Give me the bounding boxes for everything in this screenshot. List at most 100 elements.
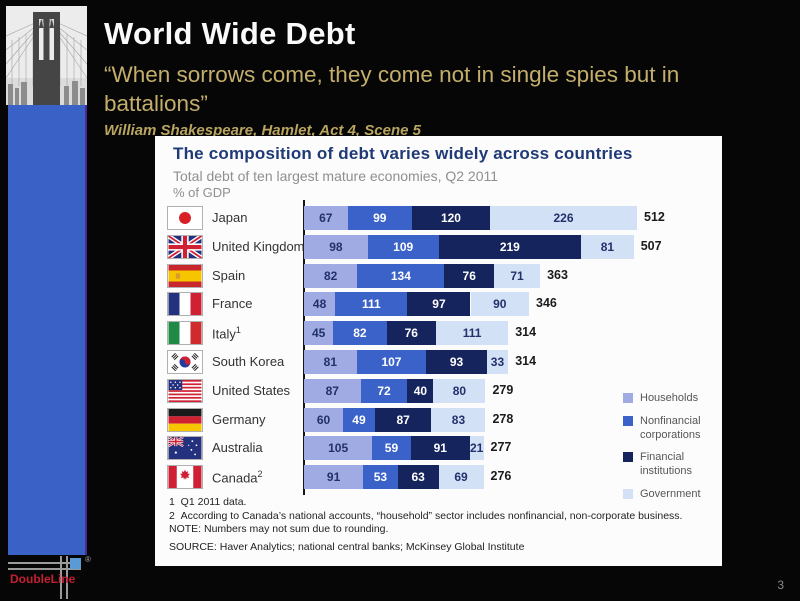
legend-item-financial: Financial institutions — [623, 451, 719, 479]
quote-attribution: William Shakespeare, Hamlet, Act 4, Scen… — [104, 121, 421, 139]
legend-swatch — [623, 488, 633, 499]
chart-row: United States 87 72 40 80 279 — [155, 378, 722, 403]
bar-segment-nonfinancial: 53 — [363, 465, 398, 490]
bar-segment-households: 82 — [304, 263, 358, 288]
total-label: 277 — [490, 440, 512, 455]
chart-unit-label: % of GDP — [173, 185, 231, 200]
bar-segment-financial: 91 — [410, 436, 470, 461]
flag-spain-icon — [167, 263, 203, 288]
country-label: United Kingdom — [212, 238, 305, 254]
total-label: 346 — [536, 296, 557, 311]
bar-segment-nonfinancial: 59 — [372, 436, 411, 461]
country-label: Japan — [212, 210, 248, 225]
chart-panel: The composition of debt varies widely ac… — [155, 136, 722, 566]
bar-segment-government: 69 — [438, 465, 484, 490]
total-label: 314 — [515, 325, 537, 340]
bar-segment-households: 105 — [304, 436, 373, 461]
legend-item-households: Households — [623, 392, 719, 406]
flag-canada-icon — [167, 465, 203, 490]
legend-swatch — [623, 452, 633, 463]
total-label: 314 — [515, 354, 537, 368]
total-label: 276 — [490, 469, 512, 484]
bar-segment-financial: 63 — [397, 465, 439, 490]
bar-segment-nonfinancial: 107 — [356, 350, 427, 374]
chart-row: France 48 111 97 90 346 — [155, 292, 722, 317]
bar-segment-households: 98 — [304, 234, 368, 259]
flag-italy-icon — [167, 321, 203, 346]
chart-row: Canada2 91 53 63 69 276 — [155, 465, 722, 490]
country-label: Australia — [212, 440, 263, 456]
bar-segment-nonfinancial: 134 — [357, 263, 445, 288]
total-label: 278 — [492, 411, 514, 426]
total-label: 279 — [492, 382, 514, 397]
page-number: 3 — [777, 578, 784, 592]
country-label: Germany — [212, 411, 266, 427]
bar-segment-households: 45 — [304, 321, 334, 346]
bar-segment-financial: 97 — [407, 292, 471, 317]
chart-row: Italy1 45 82 76 111 314 — [155, 321, 722, 346]
footnote-line: SOURCE: Haver Analytics; national centra… — [169, 540, 525, 553]
bar-segment-households: 48 — [304, 292, 336, 317]
chart-row: Japan 67 99 120 226 512 — [155, 206, 722, 230]
country-label: Canada2 — [212, 469, 263, 486]
chart-axis-line — [303, 200, 305, 495]
country-label: South Korea — [212, 354, 285, 369]
chart-subtitle: Total debt of ten largest mature economi… — [173, 168, 499, 184]
bar-segment-nonfinancial: 49 — [343, 407, 375, 432]
brooklyn-bridge-photo — [6, 6, 87, 105]
bar-segment-financial: 219 — [438, 234, 582, 259]
total-label: 512 — [644, 210, 665, 224]
country-label: Spain — [212, 267, 246, 283]
footnote-line: 2 According to Canada’s national account… — [169, 509, 683, 522]
legend-label: Government — [640, 487, 701, 500]
flag-united-kingdom-icon — [167, 234, 203, 259]
chart-rows: Japan 67 99 120 226 512 United Kingdom 98 109 219… — [155, 136, 722, 566]
bar-segment-financial: 93 — [426, 350, 487, 374]
country-label: United States — [212, 382, 291, 398]
country-label: Italy1 — [212, 325, 241, 342]
country-label: France — [212, 296, 253, 312]
chart-title: The composition of debt varies widely ac… — [173, 144, 633, 163]
flag-germany-icon — [167, 407, 203, 432]
bar-segment-financial: 87 — [374, 407, 432, 432]
legend-label: Households — [640, 392, 699, 404]
bar-segment-financial: 76 — [386, 321, 437, 346]
bar-segment-government: 80 — [433, 378, 486, 403]
bar-segment-government: 21 — [469, 436, 484, 461]
bar-segment-government: 71 — [493, 263, 541, 288]
footnote-line: 1 Q1 2011 data. — [169, 496, 247, 508]
bar-segment-financial: 120 — [411, 206, 490, 230]
bar-segment-government: 226 — [490, 206, 637, 230]
bar-segment-government: 90 — [470, 292, 530, 317]
bar-segment-government: 81 — [581, 234, 634, 259]
legend-label: Financial institutions — [640, 451, 692, 477]
flag-south-korea-icon — [167, 350, 203, 374]
bar-segment-nonfinancial: 109 — [367, 234, 439, 259]
logo-vertical-lines-icon — [60, 556, 68, 599]
chart-legend: Households Nonfinancial corporations Finan… — [623, 392, 719, 502]
flag-australia-icon — [167, 436, 203, 461]
bar-segment-government: 33 — [486, 350, 509, 374]
logo-blue-square-icon — [70, 558, 81, 569]
doubleline-logo: ® DoubleLine — [0, 554, 102, 601]
bar-segment-households: 91 — [304, 465, 364, 490]
legend-label: Nonfinancial corporations — [640, 414, 701, 441]
chart-row: United Kingdom 98 109 219 81 507 — [155, 234, 722, 259]
registered-mark: ® — [85, 555, 91, 564]
bar-segment-households: 67 — [304, 206, 348, 230]
bar-segment-households: 60 — [304, 407, 344, 432]
bar-segment-financial: 76 — [444, 263, 494, 288]
chart-row: South Korea 81 107 93 33 314 — [155, 350, 722, 374]
chart-footnotes: 1 Q1 2011 data. 2 According to Canada’s n… — [169, 496, 717, 555]
chart-row: Germany 60 49 87 83 278 — [155, 407, 722, 432]
total-label: 363 — [547, 267, 568, 282]
bar-segment-nonfinancial: 111 — [335, 292, 408, 317]
flag-france-icon — [167, 292, 203, 317]
bar-segment-government: 83 — [431, 407, 486, 432]
flag-united-states-icon — [167, 378, 203, 403]
slide-header: World Wide Debt “When sorrows come, they… — [104, 16, 790, 139]
bar-segment-financial: 40 — [407, 378, 434, 403]
legend-item-government: Government — [623, 488, 719, 502]
chart-row: Australia 105 59 91 21 277 — [155, 436, 722, 461]
chart-row: Spain 82 134 76 71 363 — [155, 263, 722, 288]
